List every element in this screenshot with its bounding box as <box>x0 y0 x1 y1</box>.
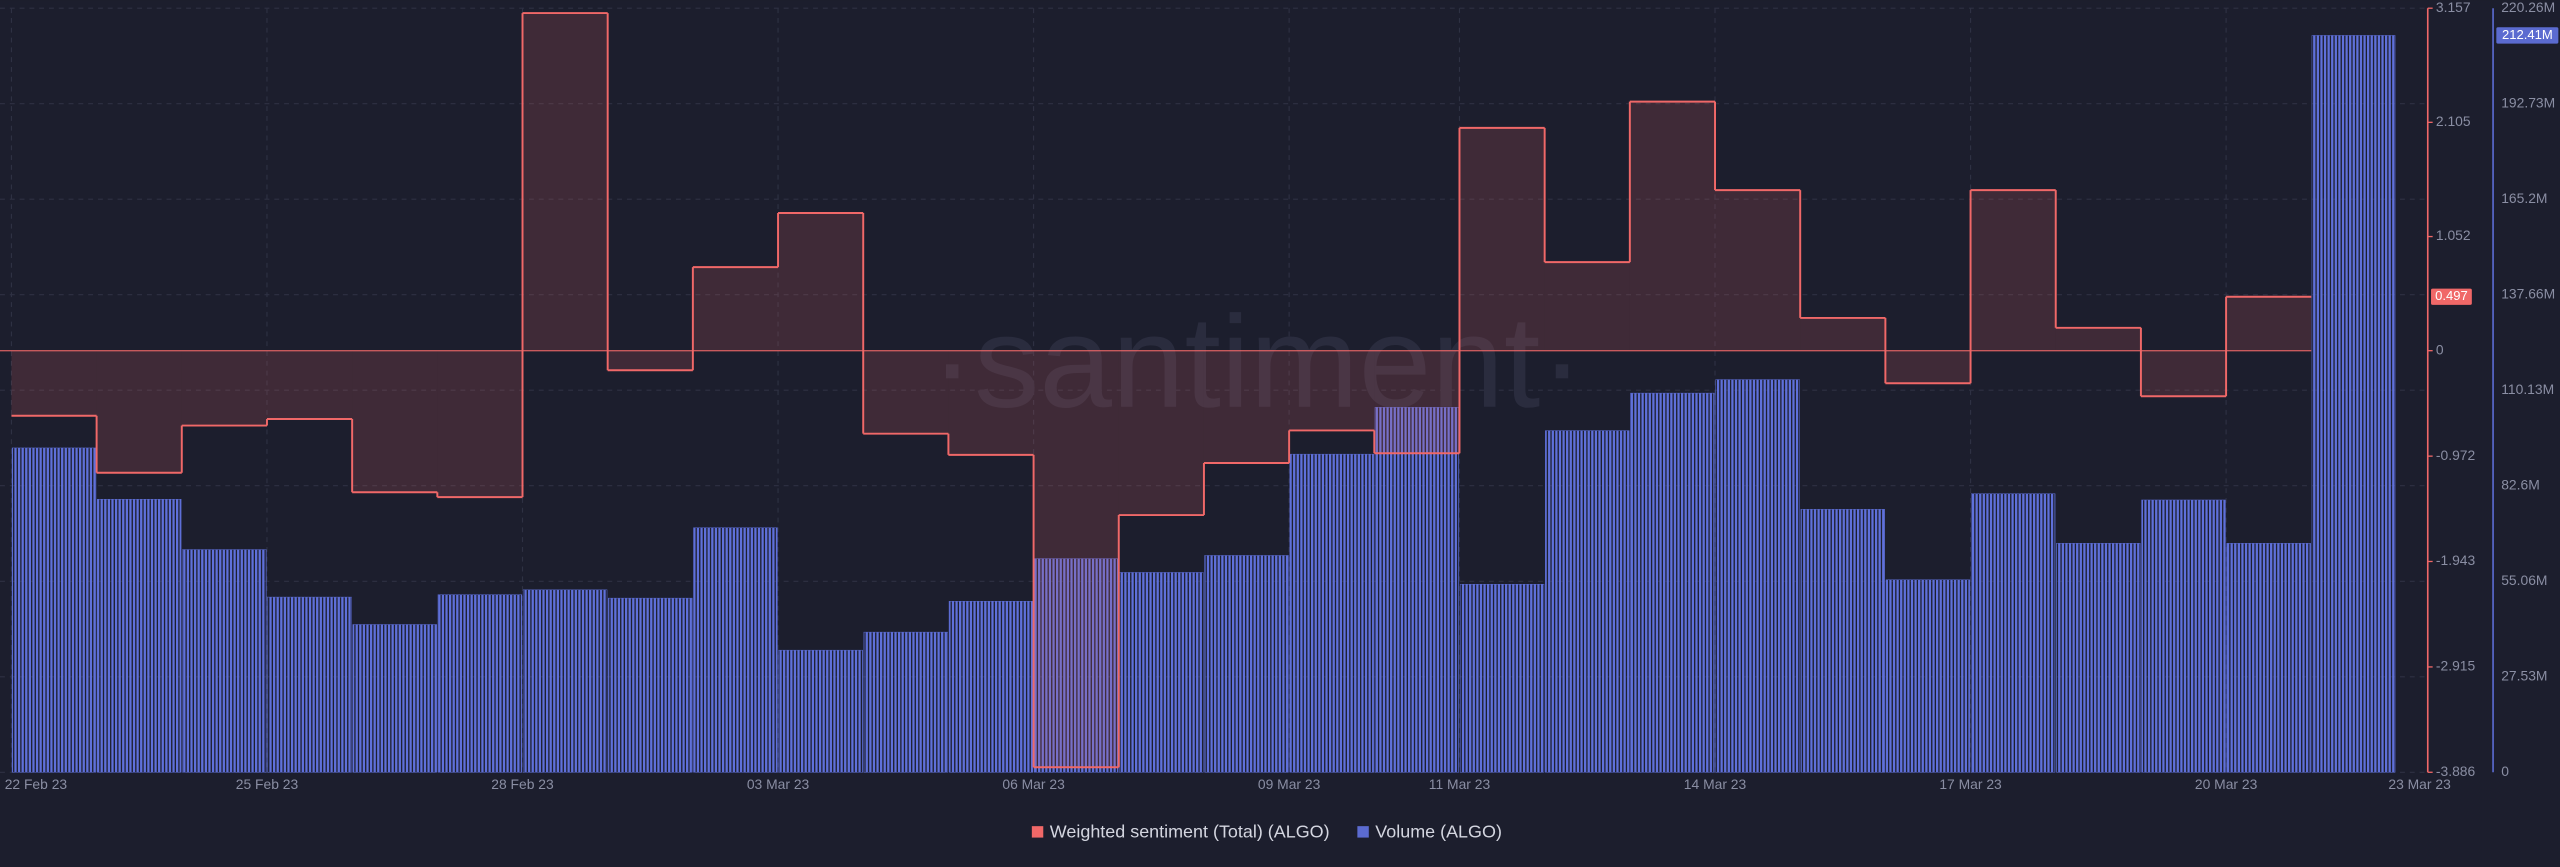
x-tick-label: 17 Mar 23 <box>1939 776 2002 792</box>
volume-marker <box>2496 27 2559 44</box>
volume-bar <box>948 601 1034 773</box>
volume-bar <box>1204 555 1289 773</box>
y-tick-label: 2.105 <box>2436 113 2471 129</box>
sentiment-area <box>863 350 949 434</box>
x-tick-label: 20 Mar 23 <box>2195 776 2258 792</box>
sentiment-area <box>778 213 864 351</box>
y2-tick-label: 0 <box>2501 763 2509 779</box>
sentiment-area <box>1033 350 1119 768</box>
volume-bar <box>182 549 267 773</box>
volume-bar <box>2056 543 2141 773</box>
sentiment-marker-label: 0.497 <box>2435 288 2468 303</box>
x-tick-label: 23 Mar 23 <box>2388 776 2451 792</box>
legend: Weighted sentiment (Total) (ALGO) Volume … <box>1031 821 1502 841</box>
sentiment-area <box>1629 101 1716 351</box>
sentiment-area <box>522 13 608 351</box>
volume-bar <box>1800 509 1885 773</box>
sentiment <box>0 12 2312 769</box>
y-tick-label: 1.052 <box>2436 227 2471 243</box>
volume-bar <box>2311 35 2396 773</box>
volume-bar <box>1885 579 1971 773</box>
x-tick-label: 25 Feb 23 <box>236 776 299 792</box>
sentiment-area <box>1459 127 1545 351</box>
volume-bar <box>1970 493 2056 773</box>
sentiment-area <box>181 350 267 426</box>
volume-bar <box>608 597 693 773</box>
legend-label: Volume (ALGO) <box>1375 821 1502 841</box>
volume-bar <box>267 596 352 773</box>
volume-bar <box>1119 572 1204 773</box>
y-tick-label: -0.972 <box>2436 447 2476 463</box>
y-tick-label: -2.915 <box>2436 658 2476 674</box>
y-tick-label: -1.943 <box>2436 552 2476 568</box>
y2-tick-label: 110.13M <box>2501 381 2554 397</box>
sentiment-area <box>2140 350 2227 397</box>
x-tick-label: 11 Mar 23 <box>1429 776 1491 792</box>
x-tick-label: 09 Mar 23 <box>1258 776 1321 792</box>
sentiment-area <box>1970 190 2056 351</box>
legend-swatch <box>1357 826 1369 838</box>
sentiment-area <box>266 350 353 420</box>
sentiment-area <box>2055 327 2141 351</box>
sentiment-area <box>1800 317 1886 351</box>
volume-bar <box>522 589 608 773</box>
x-tick-label: 06 Mar 23 <box>1002 776 1065 792</box>
x-tick-label: 22 Feb 23 <box>5 776 68 792</box>
y2-tick-label: 192.73M <box>2501 94 2555 110</box>
y2-tick-label: 82.6M <box>2501 476 2540 492</box>
sentiment-area <box>948 350 1034 455</box>
volume-bar <box>1459 584 1545 773</box>
y2-tick-label: 165.2M <box>2501 190 2547 206</box>
volume-bar <box>778 649 863 773</box>
sentiment-area <box>692 267 779 351</box>
volume-bar <box>437 594 523 773</box>
sentiment-area <box>352 350 438 493</box>
volume-bar <box>863 631 948 773</box>
watermark: ·santiment· <box>931 289 1584 435</box>
volume-bar <box>11 447 97 773</box>
sentiment-marker <box>2431 288 2472 305</box>
y2-tick-label: 55.06M <box>2501 572 2547 588</box>
sentiment-area <box>437 350 523 498</box>
sentiment-area <box>1374 350 1460 454</box>
sentiment-area <box>1715 190 1801 351</box>
x-tick-label: 28 Feb 23 <box>491 776 554 792</box>
volume-bar <box>1545 430 1630 773</box>
legend-swatch <box>1031 826 1044 838</box>
sentiment-area <box>1885 350 1971 384</box>
sentiment-area <box>2226 296 2312 351</box>
legend-label: Weighted sentiment (Total) (ALGO) <box>1050 821 1330 841</box>
axes: 0 27.53M 55.06M 82.6M 110.13M 137.66M 165.2M 19… <box>5 0 2559 792</box>
volume-bar <box>2141 499 2226 773</box>
volume-bar <box>1715 379 1800 773</box>
y-tick-label: 0 <box>2436 341 2444 357</box>
volume-bar <box>1630 392 1715 773</box>
volume-bar <box>1374 407 1460 773</box>
sentiment-area <box>1289 350 1375 431</box>
sentiment-area <box>1203 350 1290 463</box>
volume-bar <box>2226 543 2311 773</box>
sentiment-area <box>96 350 182 473</box>
y2-tick-label: 27.53M <box>2501 667 2547 683</box>
sentiment-area <box>1118 350 1204 516</box>
x-tick-label: 14 Mar 23 <box>1684 776 1747 792</box>
volume-bar <box>97 499 182 773</box>
sentiment-area <box>11 350 97 416</box>
y-tick-label: 3.157 <box>2436 0 2471 15</box>
volume-marker-label: 212.41M <box>2502 27 2553 42</box>
y-tick-label: -3.886 <box>2436 763 2476 779</box>
bars <box>11 35 2396 773</box>
y2-tick-label: 220.26M <box>2501 0 2555 15</box>
y2-tick-label: 137.66M <box>2501 285 2555 301</box>
volume-bar <box>352 624 437 773</box>
volume-bar <box>693 527 778 773</box>
volume-bar <box>1289 453 1374 773</box>
x-tick-label: 03 Mar 23 <box>747 776 810 792</box>
sentiment-area <box>607 350 693 371</box>
sentiment-area <box>1544 262 1630 351</box>
